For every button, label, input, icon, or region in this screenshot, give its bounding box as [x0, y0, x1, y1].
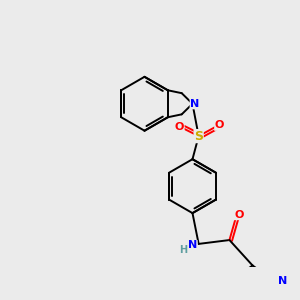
- Text: O: O: [234, 210, 243, 220]
- Text: O: O: [175, 122, 184, 132]
- Text: N: N: [190, 99, 200, 109]
- Text: S: S: [194, 130, 203, 142]
- Text: N: N: [278, 276, 287, 286]
- Text: O: O: [215, 120, 224, 130]
- Text: H: H: [179, 245, 187, 255]
- Text: N: N: [188, 240, 197, 250]
